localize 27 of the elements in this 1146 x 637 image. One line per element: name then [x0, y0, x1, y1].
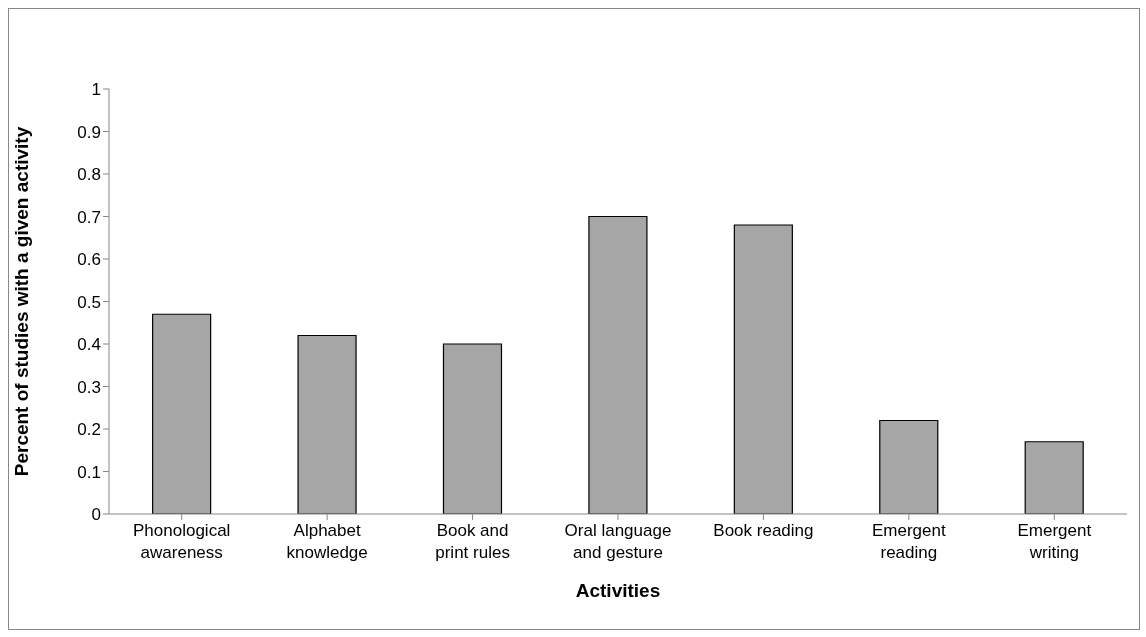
bar: [152, 313, 212, 514]
x-tick-label: Book and print rules: [435, 521, 510, 562]
y-tick-label: 0.1: [77, 462, 101, 482]
y-tick-label: 0.4: [77, 335, 101, 355]
y-tick-label: 0: [91, 505, 101, 525]
x-tick-label: Book reading: [713, 521, 814, 540]
y-tick-label: 0.3: [77, 377, 101, 397]
y-axis-title: Percent of studies with a given activity: [10, 126, 32, 477]
y-tick-label: 0.6: [77, 250, 101, 270]
x-tick-label: Emergent writing: [1017, 521, 1092, 562]
x-tick-label: Phonological awareness: [133, 521, 231, 562]
bar: [297, 334, 357, 514]
bar: [733, 224, 793, 514]
bar: [588, 215, 648, 514]
y-tick-label: 0.8: [77, 165, 101, 185]
y-tick-label: 0.9: [77, 122, 101, 142]
x-tick-label: Alphabet knowledge: [286, 521, 368, 562]
x-axis-title: Activities: [575, 580, 661, 601]
y-tick-label: 0.2: [77, 420, 101, 440]
x-tick-label: Oral language and gesture: [564, 521, 672, 562]
bar: [442, 343, 503, 514]
bar: [1024, 441, 1084, 514]
y-tick-label: 1: [91, 80, 101, 100]
y-tick-label: 0.7: [77, 207, 101, 227]
y-tick-label: 0.5: [77, 292, 101, 312]
x-tick-label: Emergent reading: [872, 521, 946, 562]
bar: [879, 419, 939, 514]
